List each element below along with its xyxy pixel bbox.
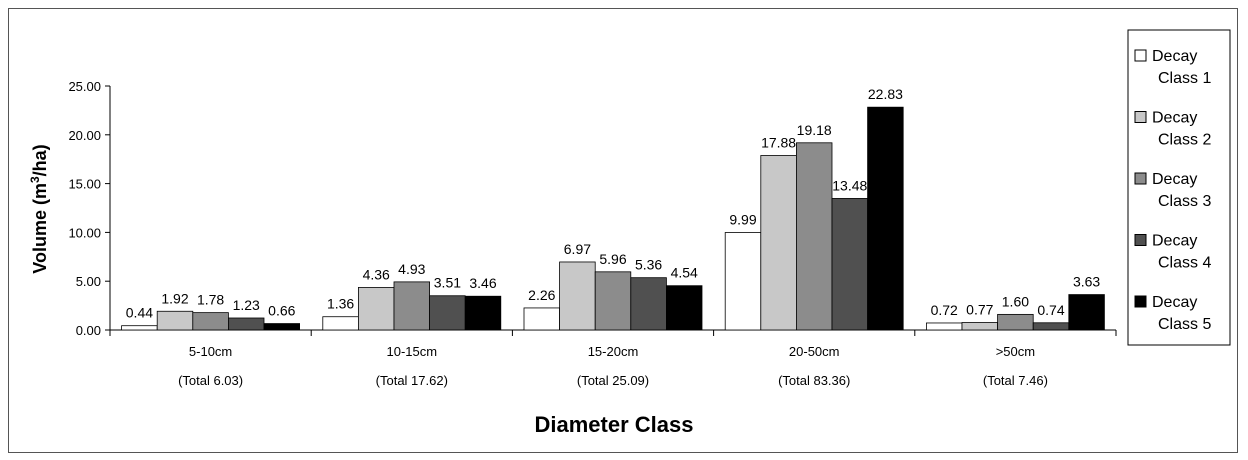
x-category-label: 20-50cm [789,344,840,359]
data-label: 1.92 [161,290,188,306]
bar [156,310,194,331]
y-tick-label: 20.00 [68,128,101,143]
legend-box [1127,29,1231,346]
bar [464,295,502,331]
x-category-total: (Total 6.03) [178,373,243,388]
x-category-label: 10-15cm [387,344,438,359]
data-label: 0.77 [966,301,993,317]
bar [760,155,797,331]
data-label: 1.23 [233,297,260,313]
legend-swatch [1134,172,1147,185]
bar [961,322,998,331]
bar [227,317,265,331]
bar [121,325,158,331]
data-label: 9.99 [729,211,756,227]
data-label: 5.36 [635,257,662,273]
legend-swatch [1134,49,1147,62]
bar [429,295,466,331]
legend-label: Decay Class 1 [1152,48,1211,87]
legend-label: Decay Class 5 [1152,294,1211,333]
x-category-total: (Total 25.09) [577,373,649,388]
data-label: 1.60 [1002,293,1029,309]
data-label: 17.88 [761,134,796,150]
x-axis: 5-10cm (Total 6.03) 10-15cm (Total 17.62) 15… [109,329,1117,388]
bar [393,281,430,331]
x-category-total: (Total 17.62) [376,373,448,388]
data-label: 5.96 [599,251,626,267]
data-label: 1.36 [327,296,354,312]
legend-label: Decay Class 3 [1152,171,1211,210]
bar [666,285,703,331]
data-label: 4.36 [363,266,390,282]
data-label: 19.18 [797,122,832,138]
x-category-label: >50cm [996,344,1035,359]
data-label: 13.48 [832,177,867,193]
data-label: 3.63 [1073,274,1100,290]
data-label: 4.93 [398,261,425,277]
x-category-label: 15-20cm [588,344,639,359]
bar [1032,322,1070,331]
value-labels: 0.44 1.92 1.78 1.23 0.66 1.36 4.36 4.93 3.51 3.46… [126,86,1101,321]
legend-swatch [1134,111,1147,123]
bar [263,323,300,331]
bar [594,271,632,331]
x-axis-title: Diameter Class [535,412,694,437]
bar [192,312,229,331]
y-tick-label: 25.00 [68,79,101,94]
y-tick-label: 0.00 [76,323,101,338]
x-category-total: (Total 83.36) [778,373,850,388]
data-label: 1.78 [197,292,224,308]
legend-label: Decay Class 2 [1152,110,1211,149]
bar [1068,294,1105,331]
y-tick-label: 10.00 [68,225,101,240]
data-label: 6.97 [564,241,591,257]
chart-frame [8,8,1238,453]
legend: Decay Class 1 Decay Class 2 Decay Class 3 Deca… [1127,29,1231,346]
data-label: 0.66 [268,303,295,319]
data-label: 3.51 [434,275,461,291]
bar [724,232,762,331]
data-label: 0.74 [1037,302,1064,318]
bar [831,198,868,331]
data-label: 2.26 [528,287,555,303]
legend-label: Decay Class 4 [1152,233,1211,272]
y-tick-label: 5.00 [76,274,101,289]
bars [121,106,1105,331]
y-axis: 0.00 5.00 10.00 15.00 20.00 25.00 [68,79,111,338]
bar [796,142,833,331]
legend-swatch [1134,295,1147,308]
data-label: 4.54 [671,265,698,281]
bar [867,106,904,331]
data-label: 0.44 [126,305,153,321]
x-category-label: 5-10cm [189,344,232,359]
data-label: 0.72 [931,302,958,318]
x-category-total: (Total 7.46) [983,373,1048,388]
bar [630,277,667,331]
y-tick-label: 15.00 [68,177,101,192]
data-label: 22.83 [868,86,903,102]
y-axis-title: Volume (m3/ha) [28,144,50,273]
legend-swatch [1134,234,1147,246]
bar [357,287,395,331]
bar [523,307,560,331]
data-label: 3.46 [469,275,496,291]
bar [997,313,1034,331]
bar [559,261,596,331]
bar [926,322,963,331]
bar [322,316,359,331]
